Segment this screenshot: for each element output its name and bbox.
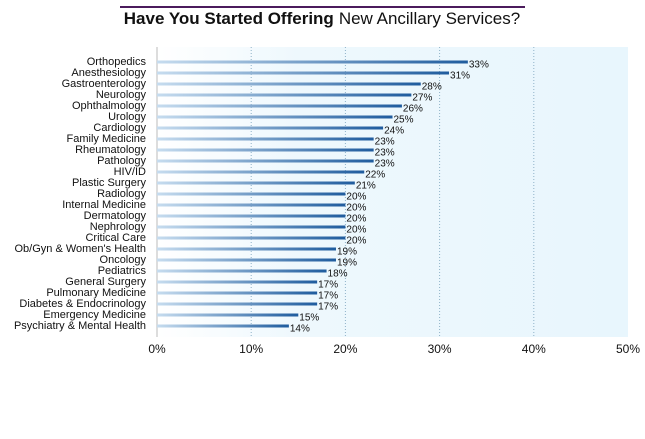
value-label: 22% bbox=[365, 170, 385, 181]
value-label: 23% bbox=[375, 148, 395, 159]
y-tick-label: Critical Care bbox=[85, 232, 146, 244]
y-tick-label: Nephrology bbox=[90, 221, 147, 233]
bar bbox=[157, 71, 450, 75]
y-tick-label: Plastic Surgery bbox=[72, 177, 146, 189]
x-tick-label: 0% bbox=[148, 342, 166, 356]
x-tick-label: 10% bbox=[239, 342, 263, 356]
y-tick-label: Pathology bbox=[97, 155, 146, 167]
value-label: 21% bbox=[356, 181, 376, 192]
x-tick-label: 30% bbox=[428, 342, 452, 356]
bar bbox=[157, 203, 346, 207]
bar bbox=[157, 269, 327, 273]
value-label: 24% bbox=[384, 126, 404, 137]
value-label: 27% bbox=[412, 93, 432, 104]
y-tick-label: Urology bbox=[108, 111, 146, 123]
bar bbox=[157, 247, 336, 251]
bar bbox=[157, 159, 374, 163]
value-label: 26% bbox=[403, 104, 423, 115]
y-tick-label: Ophthalmology bbox=[72, 100, 146, 112]
value-label: 31% bbox=[450, 71, 470, 82]
y-tick-label: Psychiatry & Mental Health bbox=[14, 320, 146, 332]
bar bbox=[157, 170, 365, 174]
bar bbox=[157, 302, 318, 306]
value-label: 20% bbox=[346, 214, 366, 225]
value-label: 17% bbox=[318, 302, 338, 313]
y-tick-label: Neurology bbox=[96, 89, 147, 101]
y-tick-label: Ob/Gyn & Women's Health bbox=[14, 243, 146, 255]
value-label: 17% bbox=[318, 291, 338, 302]
y-tick-label: Internal Medicine bbox=[62, 199, 146, 211]
x-tick-label: 50% bbox=[616, 342, 640, 356]
bar bbox=[157, 93, 412, 97]
bar bbox=[157, 280, 318, 284]
value-label: 18% bbox=[328, 269, 348, 280]
y-tick-label: Orthopedics bbox=[87, 56, 147, 68]
value-label: 20% bbox=[346, 225, 366, 236]
y-tick-label: HIV/ID bbox=[114, 166, 146, 178]
y-tick-label: Emergency Medicine bbox=[43, 309, 146, 321]
y-tick-label: Anesthesiology bbox=[71, 67, 146, 79]
value-label: 15% bbox=[299, 313, 319, 324]
bar bbox=[157, 225, 346, 229]
bar bbox=[157, 60, 468, 64]
bar bbox=[157, 181, 355, 185]
value-label: 23% bbox=[375, 159, 395, 170]
x-tick-label: 20% bbox=[333, 342, 357, 356]
bar bbox=[157, 115, 393, 119]
bar bbox=[157, 236, 346, 240]
bar bbox=[157, 291, 318, 295]
bar bbox=[157, 313, 299, 317]
y-tick-label: Family Medicine bbox=[67, 133, 146, 145]
y-tick-label: General Surgery bbox=[65, 276, 146, 288]
value-label: 25% bbox=[394, 115, 414, 126]
bar bbox=[157, 192, 346, 196]
value-label: 19% bbox=[337, 258, 357, 269]
bar bbox=[157, 148, 374, 152]
title-bold: Have You Started Offering bbox=[124, 9, 334, 28]
bar bbox=[157, 126, 384, 130]
title-rest: New Ancillary Services? bbox=[339, 9, 520, 28]
y-tick-label: Diabetes & Endocrinology bbox=[19, 298, 146, 310]
value-label: 19% bbox=[337, 247, 357, 258]
bar bbox=[157, 104, 402, 108]
y-tick-label: Dermatology bbox=[84, 210, 147, 222]
y-tick-label: Cardiology bbox=[93, 122, 146, 134]
value-label: 23% bbox=[375, 137, 395, 148]
y-tick-label: Rheumatology bbox=[75, 144, 146, 156]
y-tick-label: Gastroenterology bbox=[62, 78, 147, 90]
bar bbox=[157, 82, 421, 86]
value-label: 20% bbox=[346, 203, 366, 214]
value-label: 17% bbox=[318, 280, 338, 291]
y-tick-label: Pediatrics bbox=[98, 265, 147, 277]
y-tick-label: Oncology bbox=[100, 254, 147, 266]
bar bbox=[157, 324, 289, 328]
y-tick-label: Radiology bbox=[97, 188, 146, 200]
bar bbox=[157, 214, 346, 218]
value-label: 14% bbox=[290, 324, 310, 335]
y-tick-label: Pulmonary Medicine bbox=[46, 287, 146, 299]
value-label: 28% bbox=[422, 82, 442, 93]
value-label: 20% bbox=[346, 236, 366, 247]
bar bbox=[157, 137, 374, 141]
bar bbox=[157, 258, 336, 262]
value-label: 20% bbox=[346, 192, 366, 203]
chart-title: Have You Started Offering New Ancillary S… bbox=[124, 9, 520, 28]
x-tick-label: 40% bbox=[522, 342, 546, 356]
value-label: 33% bbox=[469, 60, 489, 71]
